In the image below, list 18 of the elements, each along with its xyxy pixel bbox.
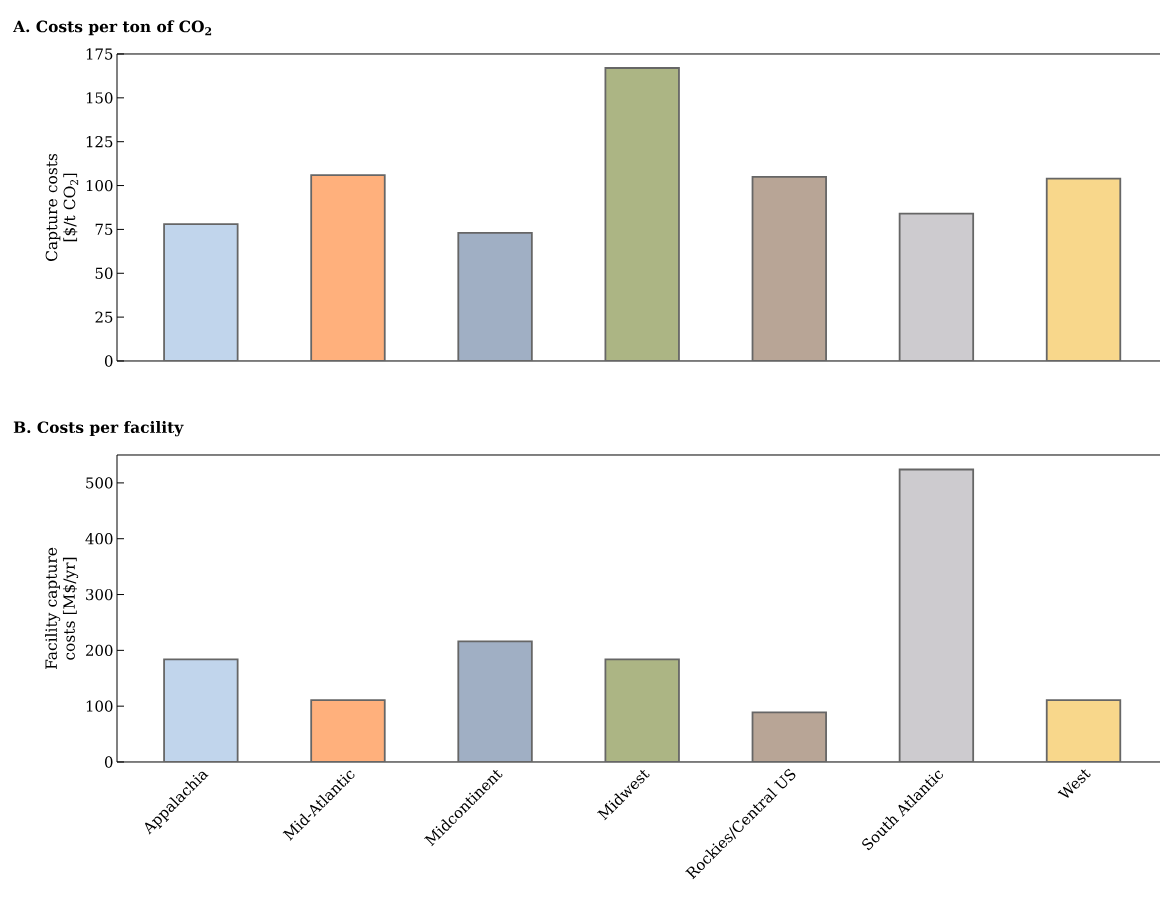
y-axis-title: Facility capture costs [M$/yr] [45,547,79,670]
y-tick-label: 25 [95,311,113,323]
y-tick-label: 50 [95,267,113,279]
y-tick-label: 75 [95,223,113,235]
y-tick-label: 500 [86,477,113,489]
y-tick-label: 0 [104,355,113,367]
y-tick-label: 125 [86,136,113,148]
y-tick-label: 200 [85,644,113,657]
y-tick-label: 0 [104,756,113,768]
y-tick-label: 400 [85,533,113,545]
y-tick-label: 100 [86,179,113,192]
chart-title: A. Costs per ton of CO$_{2}$ [12,20,212,36]
y-tick-label: 175 [86,48,113,60]
y-tick-label: 150 [86,92,113,104]
y-tick-label: 300 [86,588,113,601]
chart-title: B. Costs per facility [13,421,184,437]
y-tick-label: 100 [86,700,113,712]
y-axis-title: Capture costs [$/t CO$_{2}$] [45,153,79,261]
